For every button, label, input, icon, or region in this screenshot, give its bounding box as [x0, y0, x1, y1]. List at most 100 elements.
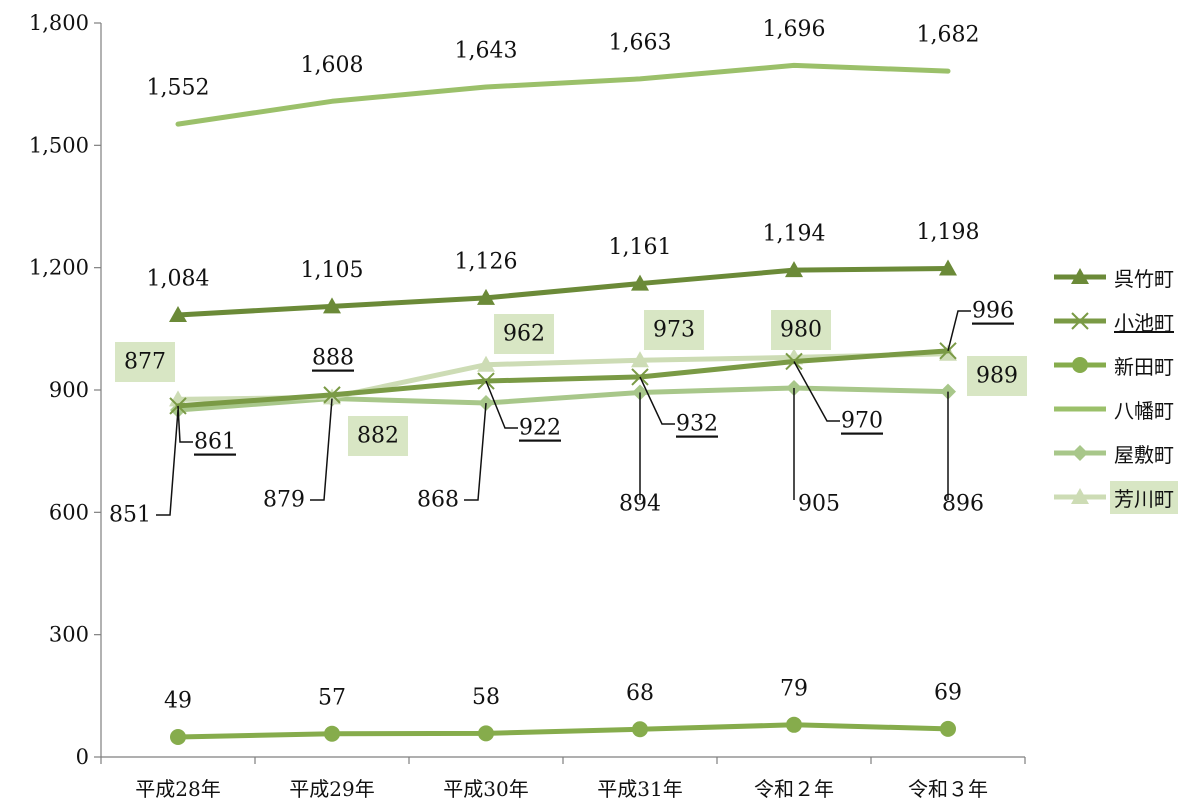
leader-s4-2	[464, 402, 487, 501]
legend-item-koike: 小池町	[1052, 299, 1202, 343]
data-label-s4-5: 896	[942, 492, 984, 517]
legend-swatch-yawata	[1052, 399, 1108, 419]
data-label-box-s5-4	[771, 310, 831, 350]
data-label-s2-0: 49	[164, 689, 192, 714]
data-label-s5-1: 882	[357, 424, 399, 449]
legend-label-yawata: 八幡町	[1114, 398, 1174, 423]
series-line-4	[175, 385, 951, 413]
legend-swatch-koike	[1052, 311, 1108, 331]
y-tick-label-2: 600	[49, 500, 89, 524]
data-label-s2-4: 79	[780, 676, 808, 701]
legend-label-koike: 小池町	[1114, 310, 1174, 335]
x-tick-label-5: 令和３年	[908, 777, 988, 801]
data-label-s1-3: 932	[676, 412, 718, 437]
x-tick-label-3: 平成31年	[597, 777, 682, 801]
data-label-s2-2: 58	[472, 685, 500, 710]
data-label-s4-0: 851	[109, 503, 151, 528]
series-0-point-2	[477, 288, 495, 305]
data-label-s0-0: 1,084	[147, 266, 210, 291]
data-label-s1-0: 861	[194, 430, 236, 455]
series-2-point-4	[786, 716, 802, 733]
data-label-s4-2: 868	[417, 488, 459, 513]
data-label-s0-4: 1,194	[763, 222, 826, 247]
data-label-s5-2: 962	[503, 322, 545, 347]
legend-item-nitta: 新田町	[1052, 343, 1202, 387]
data-label-s0-2: 1,126	[455, 249, 518, 274]
legend-label-kuretake: 呉竹町	[1114, 266, 1174, 291]
series-line-1	[175, 348, 951, 409]
legend-swatch-svg-3	[1054, 406, 1106, 412]
leader-s4-0	[156, 409, 179, 516]
legend-swatch-svg-1	[1054, 312, 1106, 330]
legend-swatch-svg-2	[1054, 357, 1106, 373]
series-2-point-1	[324, 725, 340, 742]
legend-marker-4	[1072, 445, 1088, 461]
data-label-box-s5-0	[115, 342, 175, 382]
legend-marker-1	[1071, 312, 1089, 330]
legend-marker-2	[1072, 357, 1088, 373]
legend-marker-1-b	[1071, 312, 1089, 330]
data-label-s1-1: 888	[312, 346, 354, 371]
leader-s1-0	[177, 405, 193, 443]
legend-swatch-yoshikawa	[1052, 487, 1108, 507]
leader-s1-4	[793, 361, 840, 422]
series-5-point-2	[477, 355, 495, 372]
data-label-s4-1: 879	[263, 488, 305, 513]
y-tick-label-3: 900	[49, 378, 89, 402]
data-label-s3-0: 1,552	[147, 76, 210, 101]
data-label-s5-3: 973	[653, 318, 695, 343]
series-2-point-5	[940, 720, 956, 737]
data-label-s2-5: 69	[934, 680, 962, 705]
data-label-s1-4: 970	[841, 409, 883, 434]
data-label-s4-4: 905	[798, 492, 840, 517]
series-line-3	[175, 62, 951, 127]
series-5-point-3	[631, 351, 649, 368]
data-label-s2-1: 57	[318, 685, 346, 710]
legend-swatch-svg-4	[1054, 445, 1106, 461]
series-2-point-3	[632, 721, 648, 738]
series-0-point-4	[785, 261, 803, 278]
series-0-point-0	[169, 305, 187, 322]
y-tick-label-0: 0	[76, 745, 89, 769]
legend-swatch-nitta	[1052, 355, 1108, 375]
series-1-point-1	[323, 386, 341, 404]
legend-item-yashiki: 屋敷町	[1052, 431, 1202, 475]
series-line-0	[175, 265, 951, 318]
data-label-box-s5-2	[494, 314, 554, 354]
data-label-s5-0: 877	[124, 350, 166, 375]
data-label-s3-1: 1,608	[301, 53, 364, 78]
data-label-s1-5: 996	[972, 299, 1014, 324]
legend-label-yashiki: 屋敷町	[1114, 442, 1174, 467]
legend-item-yoshikawa: 芳川町	[1052, 475, 1202, 519]
legend-swatch-svg-5	[1054, 488, 1106, 504]
leader-s1-3	[639, 376, 675, 425]
y-tick-label-5: 1,500	[29, 133, 89, 157]
data-label-s3-5: 1,682	[917, 23, 980, 48]
legend-swatch-yashiki	[1052, 443, 1108, 463]
legend-swatch-svg-0	[1054, 268, 1106, 284]
data-label-s2-3: 68	[626, 681, 654, 706]
series-0-point-1	[323, 297, 341, 314]
data-label-s5-4: 980	[780, 318, 822, 343]
legend-label-nitta: 新田町	[1114, 354, 1174, 379]
legend: 呉竹町 小池町 新田町 八幡町 屋敷町 芳川町	[1052, 255, 1202, 519]
data-label-box-s5-5	[967, 356, 1027, 396]
data-label-box-s5-1	[348, 416, 408, 456]
data-label-s1-2: 922	[519, 416, 561, 441]
x-tick-label-4: 令和２年	[754, 777, 834, 801]
legend-marker-0	[1071, 268, 1089, 284]
data-label-s3-3: 1,663	[609, 30, 672, 55]
data-label-box-s5-3	[644, 310, 704, 350]
leader-s1-2	[485, 380, 518, 429]
y-tick-label-4: 1,200	[29, 256, 89, 280]
data-label-s3-4: 1,696	[763, 17, 826, 42]
series-line-2	[175, 722, 951, 740]
series-2-point-2	[478, 725, 494, 742]
series-0-point-3	[631, 274, 649, 291]
series-1-point-1-b	[323, 386, 341, 404]
series-0-point-5	[939, 259, 957, 276]
y-tick-label-6: 1,800	[29, 11, 89, 35]
legend-swatch-kuretake	[1052, 267, 1108, 287]
legend-marker-5	[1071, 488, 1089, 504]
